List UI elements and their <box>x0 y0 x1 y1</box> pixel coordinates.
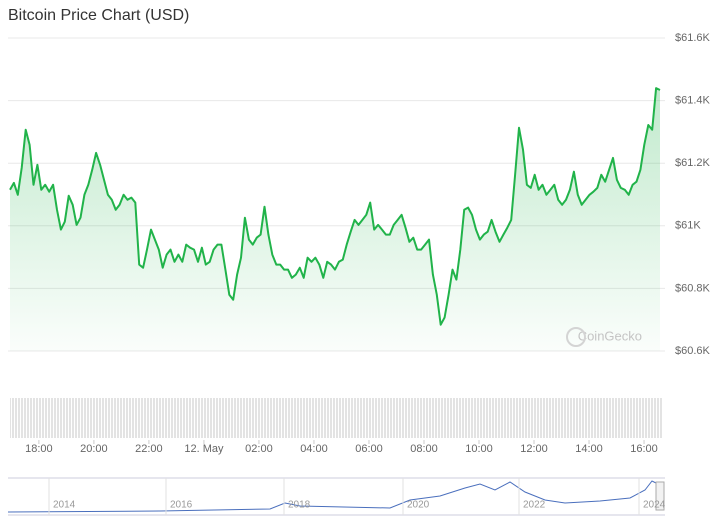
x-tick-label: 20:00 <box>80 443 108 455</box>
navigator-line <box>7 480 661 513</box>
volume-band <box>10 398 662 438</box>
watermark-logo <box>566 327 586 347</box>
navigator-label: 2020 <box>407 500 430 511</box>
y-tick-label: $60.8K <box>675 282 711 294</box>
y-tick-label: $61.4K <box>675 95 711 107</box>
navigator-handle[interactable] <box>655 481 665 511</box>
x-tick-label: 14:00 <box>575 443 603 455</box>
navigator: 2014 2016 2018 2020 2022 2024 <box>7 477 666 516</box>
y-tick-label: $61K <box>675 220 701 232</box>
area-fill <box>10 88 660 351</box>
navigator-label: 2024 <box>643 500 666 511</box>
x-tick-label: 08:00 <box>410 443 438 455</box>
x-tick-label: 06:00 <box>355 443 383 455</box>
y-tick-label: $61.2K <box>675 157 711 169</box>
x-tick-label: 04:00 <box>300 443 328 455</box>
x-tick-label: 02:00 <box>245 443 273 455</box>
price-line <box>9 87 661 326</box>
x-tick-label: 18:00 <box>25 443 53 455</box>
x-tick-label: 10:00 <box>465 443 493 455</box>
x-tick-label: 16:00 <box>630 443 658 455</box>
x-tick-label: 22:00 <box>135 443 163 455</box>
navigator-label: 2018 <box>288 500 311 511</box>
chart-title: Bitcoin Price Chart (USD) <box>8 7 189 24</box>
watermark: CoinGecko <box>578 328 642 343</box>
y-tick-label: $61.6K <box>675 32 711 44</box>
navigator-label: 2014 <box>53 500 76 511</box>
y-tick-label: $60.6K <box>675 345 711 357</box>
navigator-label: 2022 <box>523 500 546 511</box>
x-tick-label: 12. May <box>184 443 224 455</box>
x-tick-label: 12:00 <box>520 443 548 455</box>
navigator-label: 2016 <box>170 500 193 511</box>
